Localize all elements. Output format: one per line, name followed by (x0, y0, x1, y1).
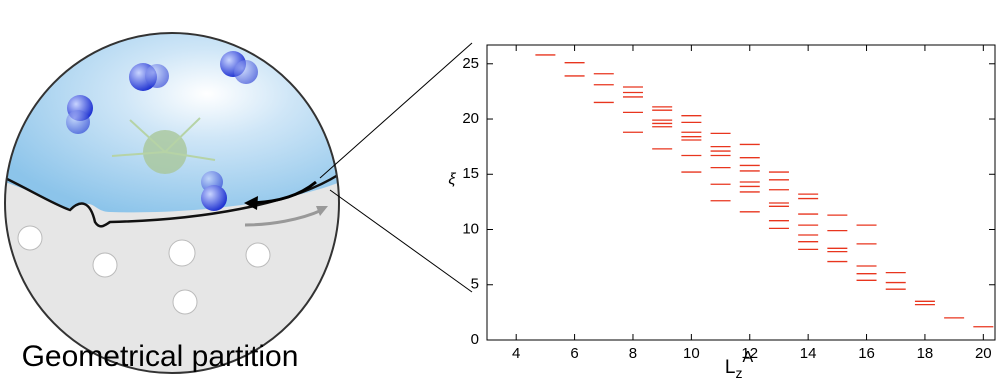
y-tick-label: 10 (462, 220, 479, 237)
y-axis-label: ξ (448, 171, 456, 188)
y-tick-label: 25 (462, 55, 479, 72)
y-tick-label: 0 (471, 331, 479, 348)
caption: Geometrical partition (22, 340, 299, 373)
sphere-illustration (4, 32, 473, 374)
x-tick-label: 10 (683, 345, 700, 362)
x-tick-label: 16 (858, 345, 875, 362)
x-label-base: L (725, 357, 736, 378)
x-tick-label: 14 (800, 345, 817, 362)
y-tick-label: 15 (462, 165, 479, 182)
y-tick-label: 20 (462, 110, 479, 127)
x-label-sub: z (735, 365, 742, 381)
x-axis-label: LzA (725, 349, 754, 380)
x-tick-label: 4 (512, 345, 520, 362)
x-tick-label: 20 (975, 345, 992, 362)
x-tick-label: 8 (629, 345, 637, 362)
y-tick-label: 5 (471, 276, 479, 293)
x-label-sup: A (742, 349, 753, 366)
x-tick-label: 12 (741, 345, 758, 362)
x-tick-label: 18 (917, 345, 934, 362)
x-tick-label: 6 (570, 345, 578, 362)
plot-frame (486, 44, 996, 341)
